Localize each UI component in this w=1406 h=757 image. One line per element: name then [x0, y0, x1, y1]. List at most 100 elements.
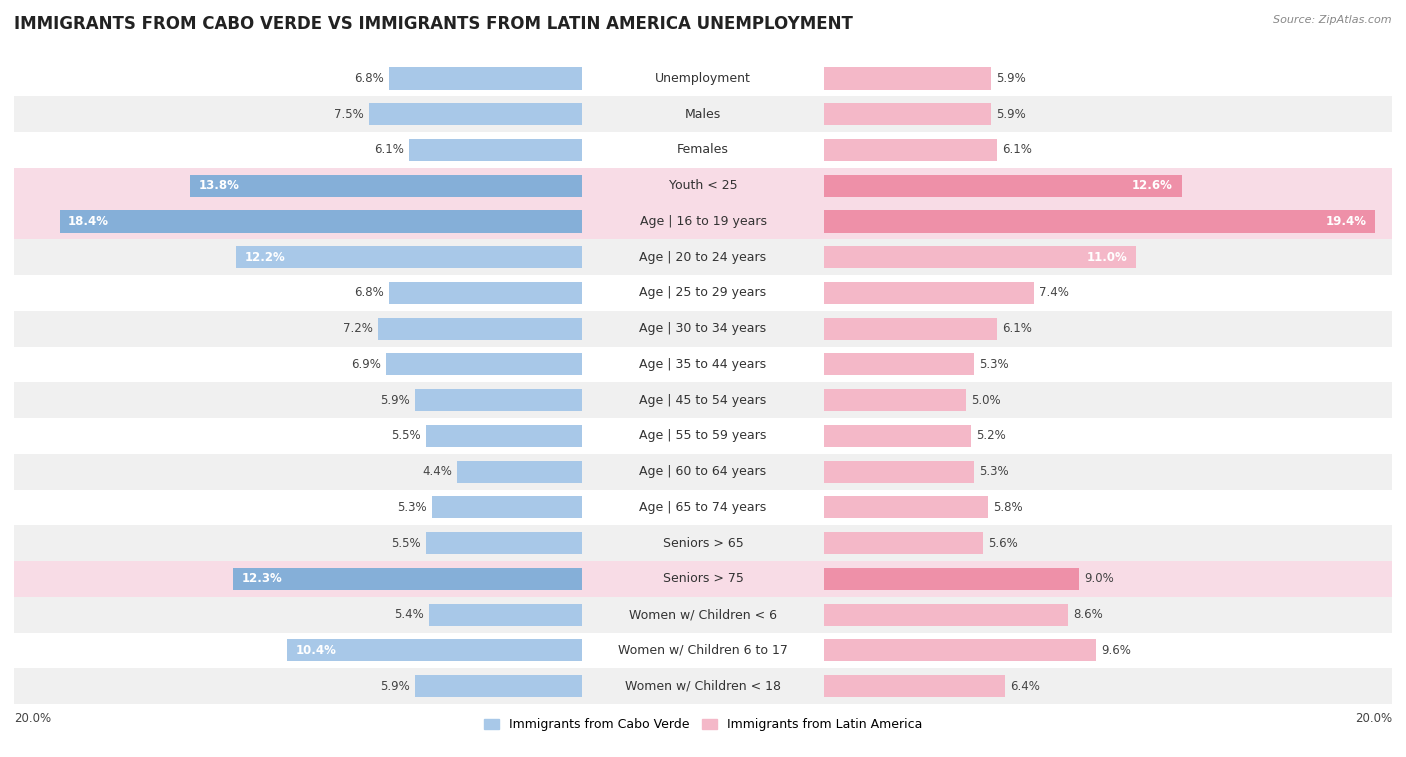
Bar — [14, 525, 1392, 561]
Text: 12.3%: 12.3% — [242, 572, 283, 585]
Bar — [190, 175, 582, 197]
Bar — [389, 282, 582, 304]
Legend: Immigrants from Cabo Verde, Immigrants from Latin America: Immigrants from Cabo Verde, Immigrants f… — [479, 713, 927, 737]
Bar — [824, 103, 991, 125]
Bar — [59, 210, 582, 232]
Bar — [824, 532, 983, 554]
Bar — [415, 389, 582, 411]
Bar — [389, 67, 582, 89]
Bar — [824, 640, 1097, 662]
Text: 8.6%: 8.6% — [1073, 608, 1102, 621]
Text: Women w/ Children < 18: Women w/ Children < 18 — [626, 680, 780, 693]
Bar — [824, 246, 1136, 268]
Bar — [426, 425, 582, 447]
Bar — [14, 347, 1392, 382]
Bar — [233, 568, 582, 590]
Bar — [409, 139, 582, 161]
Text: 10.4%: 10.4% — [295, 644, 336, 657]
Text: 7.4%: 7.4% — [1039, 286, 1069, 300]
Bar — [14, 96, 1392, 132]
Text: Age | 55 to 59 years: Age | 55 to 59 years — [640, 429, 766, 442]
Bar — [14, 418, 1392, 453]
Bar — [824, 354, 974, 375]
Text: Women w/ Children < 6: Women w/ Children < 6 — [628, 608, 778, 621]
Text: 6.1%: 6.1% — [374, 143, 404, 157]
Text: 5.8%: 5.8% — [994, 501, 1024, 514]
Bar — [14, 61, 1392, 96]
Text: Source: ZipAtlas.com: Source: ZipAtlas.com — [1274, 15, 1392, 25]
Text: Age | 25 to 29 years: Age | 25 to 29 years — [640, 286, 766, 300]
Bar — [824, 460, 974, 483]
Bar — [14, 275, 1392, 311]
Text: 5.9%: 5.9% — [997, 72, 1026, 85]
Text: 9.0%: 9.0% — [1084, 572, 1114, 585]
Text: Women w/ Children 6 to 17: Women w/ Children 6 to 17 — [619, 644, 787, 657]
Bar — [387, 354, 582, 375]
Text: Age | 16 to 19 years: Age | 16 to 19 years — [640, 215, 766, 228]
Text: Males: Males — [685, 107, 721, 120]
Text: 5.9%: 5.9% — [380, 680, 409, 693]
Bar — [429, 603, 582, 626]
Text: IMMIGRANTS FROM CABO VERDE VS IMMIGRANTS FROM LATIN AMERICA UNEMPLOYMENT: IMMIGRANTS FROM CABO VERDE VS IMMIGRANTS… — [14, 15, 853, 33]
Bar — [824, 568, 1080, 590]
Text: 12.6%: 12.6% — [1132, 179, 1173, 192]
Text: 19.4%: 19.4% — [1326, 215, 1367, 228]
Text: 5.4%: 5.4% — [394, 608, 423, 621]
Bar — [236, 246, 582, 268]
Text: Age | 20 to 24 years: Age | 20 to 24 years — [640, 251, 766, 263]
Text: 20.0%: 20.0% — [1355, 712, 1392, 725]
Text: 7.2%: 7.2% — [343, 322, 373, 335]
Bar — [824, 282, 1033, 304]
Bar — [14, 168, 1392, 204]
Text: 6.9%: 6.9% — [352, 358, 381, 371]
Text: 6.1%: 6.1% — [1002, 322, 1032, 335]
Text: Unemployment: Unemployment — [655, 72, 751, 85]
Bar — [824, 175, 1181, 197]
Bar — [378, 318, 582, 340]
Bar — [287, 640, 582, 662]
Text: 5.3%: 5.3% — [980, 358, 1010, 371]
Bar — [14, 668, 1392, 704]
Text: 11.0%: 11.0% — [1087, 251, 1128, 263]
Text: 6.8%: 6.8% — [354, 72, 384, 85]
Text: Seniors > 75: Seniors > 75 — [662, 572, 744, 585]
Bar — [14, 597, 1392, 633]
Text: Youth < 25: Youth < 25 — [669, 179, 737, 192]
Text: 5.3%: 5.3% — [980, 465, 1010, 478]
Bar — [14, 633, 1392, 668]
Bar — [14, 204, 1392, 239]
Text: 7.5%: 7.5% — [335, 107, 364, 120]
Text: 5.9%: 5.9% — [997, 107, 1026, 120]
Bar — [824, 675, 1005, 697]
Text: 13.8%: 13.8% — [198, 179, 240, 192]
Bar — [824, 603, 1069, 626]
Bar — [824, 425, 972, 447]
Bar — [415, 675, 582, 697]
Bar — [824, 67, 991, 89]
Text: 5.5%: 5.5% — [391, 537, 420, 550]
Text: 5.2%: 5.2% — [977, 429, 1007, 442]
Text: Females: Females — [678, 143, 728, 157]
Text: 6.4%: 6.4% — [1011, 680, 1040, 693]
Text: 4.4%: 4.4% — [422, 465, 453, 478]
Bar — [426, 532, 582, 554]
Bar — [14, 239, 1392, 275]
Bar — [432, 497, 582, 519]
Bar — [14, 132, 1392, 168]
Bar — [824, 318, 997, 340]
Bar — [824, 210, 1375, 232]
Bar — [457, 460, 582, 483]
Text: 9.6%: 9.6% — [1101, 644, 1132, 657]
Text: 5.5%: 5.5% — [391, 429, 420, 442]
Text: 20.0%: 20.0% — [14, 712, 51, 725]
Bar — [14, 382, 1392, 418]
Text: 6.8%: 6.8% — [354, 286, 384, 300]
Text: 5.0%: 5.0% — [970, 394, 1001, 407]
Bar — [14, 311, 1392, 347]
Bar — [14, 561, 1392, 597]
Bar — [370, 103, 582, 125]
Text: 6.1%: 6.1% — [1002, 143, 1032, 157]
Text: Age | 35 to 44 years: Age | 35 to 44 years — [640, 358, 766, 371]
Text: Age | 30 to 34 years: Age | 30 to 34 years — [640, 322, 766, 335]
Text: Age | 65 to 74 years: Age | 65 to 74 years — [640, 501, 766, 514]
